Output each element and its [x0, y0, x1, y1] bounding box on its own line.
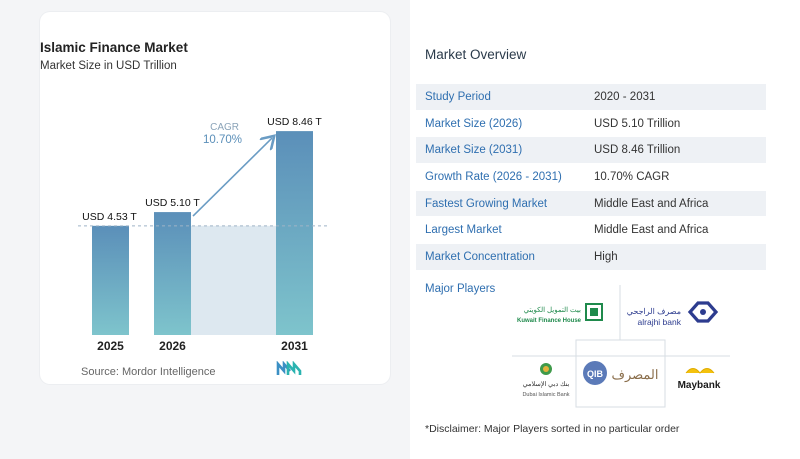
x-tick-2031: 2031: [281, 339, 308, 353]
row-label: Study Period: [425, 90, 491, 103]
table-row: Market Size (2026) USD 5.10 Trillion: [416, 111, 766, 138]
source-text: Source: Mordor Intelligence: [81, 366, 216, 378]
disclaimer-text: *Disclaimer: Major Players sorted in no …: [425, 423, 680, 435]
mordor-logo-icon: [276, 361, 302, 375]
table-row: Fastest Growing Market Middle East and A…: [416, 190, 766, 218]
table-row: Growth Rate (2026 - 2031) 10.70% CAGR: [416, 164, 766, 191]
row-label: Market Concentration: [425, 250, 535, 263]
table-row: Largest Market Middle East and Africa: [416, 217, 766, 245]
row-value: High: [594, 250, 618, 263]
bar-2031: [276, 131, 313, 335]
major-players-title: Major Players: [425, 283, 496, 295]
chart-title: Islamic Finance Market: [40, 40, 188, 55]
x-tick-2026: 2026: [159, 339, 186, 353]
row-label: Growth Rate (2026 - 2031): [425, 170, 562, 183]
row-value: USD 5.10 Trillion: [594, 117, 681, 130]
row-label: Largest Market: [425, 224, 502, 237]
row-value: 2020 - 2031: [594, 90, 656, 103]
cagr-arrow: [192, 138, 272, 217]
baseline-band: [191, 225, 276, 335]
cagr-label: CAGR: [210, 122, 239, 133]
data-label-2026: USD 5.10 T: [145, 197, 200, 209]
table-row: Study Period 2020 - 2031: [416, 84, 766, 111]
bar-2025: [92, 225, 129, 335]
bar-2026: [154, 212, 191, 335]
row-value: USD 8.46 Trillion: [594, 144, 681, 157]
chart-subtitle: Market Size in USD Trillion: [40, 60, 177, 72]
row-label: Market Size (2026): [425, 117, 523, 130]
table-row: Market Size (2031) USD 8.46 Trillion: [416, 137, 766, 165]
row-value: Middle East and Africa: [594, 197, 709, 210]
x-tick-2025: 2025: [97, 339, 124, 353]
row-label: Market Size (2031): [425, 144, 523, 157]
data-label-2025: USD 4.53 T: [82, 211, 137, 223]
overview-table: Study Period 2020 - 2031 Market Size (20…: [416, 84, 766, 271]
row-value: 10.70% CAGR: [594, 170, 670, 183]
table-row: Market Concentration High: [416, 244, 766, 271]
overview-title: Market Overview: [425, 47, 527, 62]
bar-chart: CAGR 10.70% USD 4.53 T USD 5.10 T USD 8.46…: [78, 116, 330, 353]
cagr-value: 10.70%: [203, 134, 242, 146]
data-label-2031: USD 8.46 T: [267, 116, 322, 128]
row-value: Middle East and Africa: [594, 224, 709, 237]
row-label: Fastest Growing Market: [425, 197, 548, 210]
